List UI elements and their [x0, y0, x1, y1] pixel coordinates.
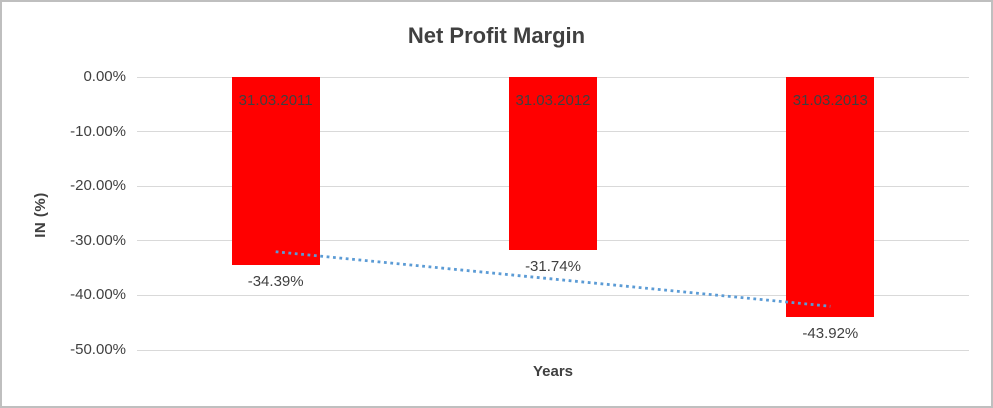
bar-category-label: 31.03.2012: [515, 92, 591, 109]
x-axis-title: Years: [532, 363, 574, 380]
y-axis-tick-label: -30.00%: [70, 231, 126, 249]
bar: [231, 77, 320, 265]
bar: [786, 77, 875, 317]
bar-value-label: -34.39%: [247, 272, 304, 290]
y-axis-tick-label: 0.00%: [83, 68, 126, 85]
gridline: [137, 349, 969, 351]
bar: [509, 77, 597, 251]
bar-value-label: -43.92%: [802, 324, 859, 342]
bar-category-label: 31.03.2011: [238, 92, 313, 109]
bar-category-label: 31.03.2013: [792, 92, 868, 109]
y-axis-tick-label: -50.00%: [70, 341, 126, 358]
y-axis-tick-label: -10.00%: [70, 122, 126, 140]
chart-title: Net Profit Margin: [407, 23, 586, 48]
y-axis-tick-label: -40.00%: [70, 286, 126, 304]
y-axis-tick-label: -20.00%: [70, 177, 126, 195]
bar-value-label: -31.74%: [525, 258, 581, 276]
y-axis-title: IN (%): [32, 192, 49, 238]
